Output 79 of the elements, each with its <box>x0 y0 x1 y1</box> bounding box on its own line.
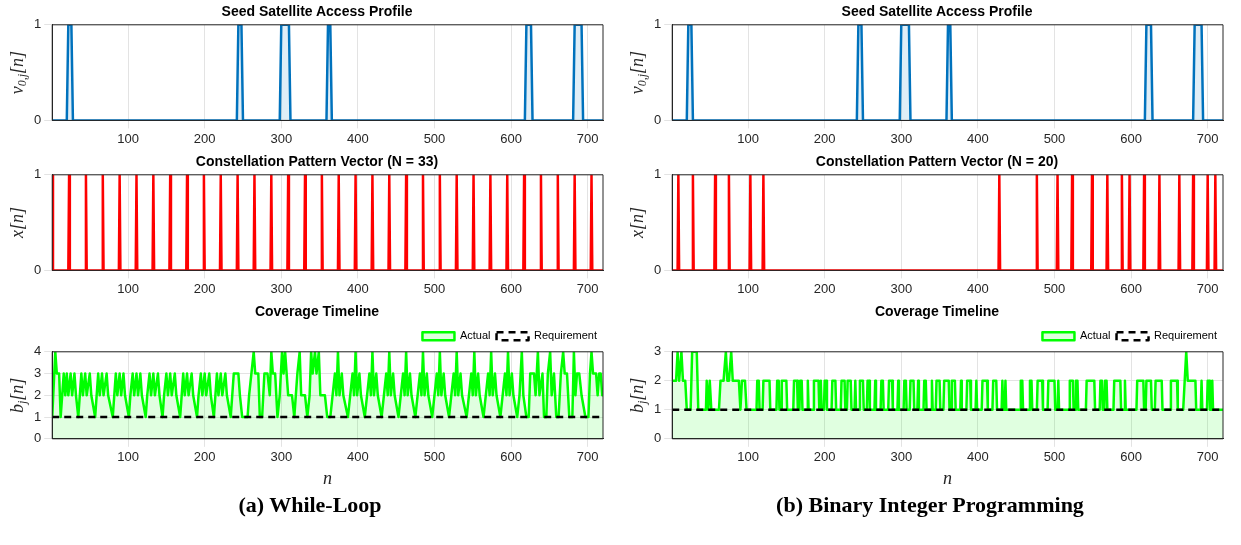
x-tick-label: 100 <box>737 280 759 296</box>
y-tick-label: 1 <box>34 166 42 182</box>
x-tick-label: 400 <box>967 280 989 296</box>
x-tick-label: 400 <box>967 449 989 465</box>
x-tick-label: 700 <box>576 449 599 465</box>
y-axis-title: v0,j[n] <box>6 50 30 95</box>
x-tick-label: 200 <box>193 449 216 465</box>
y-axis-title: x[n] <box>626 207 647 240</box>
x-tick-label: 500 <box>1043 130 1066 146</box>
x-tick-label: 300 <box>270 130 293 146</box>
x-tick-label: 300 <box>890 130 913 146</box>
x-tick-label: 100 <box>117 280 139 296</box>
text: (b) Binary Integer Programming <box>775 492 1085 518</box>
x-tick-label: 700 <box>1196 280 1219 296</box>
x-tick-label: 500 <box>423 130 446 146</box>
y-tick-label: 0 <box>34 430 42 446</box>
x-tick-label: 700 <box>576 280 599 296</box>
y-tick-label: 2 <box>34 386 42 402</box>
text: (a) While-Loop <box>237 492 383 518</box>
x-tick-label: 600 <box>1120 280 1142 296</box>
y-tick-label: 1 <box>34 16 42 32</box>
x-tick-label: 200 <box>813 280 836 296</box>
chart-title: Seed Satellite Access Profile <box>221 3 413 20</box>
x-tick-label: 600 <box>500 130 522 146</box>
x-tick-label: 600 <box>500 449 522 465</box>
legend-label: Requirement <box>534 329 598 342</box>
y-axis-title: bj[n] <box>626 377 650 413</box>
x-tick-label: 200 <box>193 280 216 296</box>
chart-title: Constellation Pattern Vector (N = 33) <box>195 153 439 170</box>
y-tick-label: 0 <box>654 261 662 277</box>
legend-label: Requirement <box>1154 329 1218 342</box>
x-tick-label: 100 <box>117 449 139 465</box>
x-tick-label: 200 <box>193 130 216 146</box>
chart-title: Coverage Timeline <box>874 303 1000 320</box>
y-tick-label: 0 <box>34 111 42 127</box>
y-tick-label: 3 <box>34 365 42 381</box>
x-tick-label: 400 <box>967 130 989 146</box>
y-tick-label: 0 <box>654 111 662 127</box>
x-tick-label: 600 <box>1120 449 1142 465</box>
x-tick-label: 700 <box>576 130 599 146</box>
x-axis-title: n <box>323 467 333 488</box>
legend-label: Actual <box>1079 329 1111 342</box>
x-tick-label: 300 <box>890 280 913 296</box>
chart-title: Coverage Timeline <box>254 303 380 320</box>
x-tick-label: 500 <box>1043 280 1066 296</box>
x-tick-label: 400 <box>347 130 369 146</box>
x-tick-label: 100 <box>737 130 759 146</box>
x-tick-label: 600 <box>500 280 522 296</box>
x-tick-label: 600 <box>1120 130 1142 146</box>
x-tick-label: 500 <box>423 280 446 296</box>
x-tick-label: 300 <box>890 449 913 465</box>
x-tick-label: 200 <box>813 130 836 146</box>
y-axis-title: x[n] <box>6 207 27 240</box>
y-tick-label: 1 <box>654 401 662 417</box>
y-tick-label: 0 <box>34 261 42 277</box>
x-tick-label: 500 <box>423 449 446 465</box>
y-tick-label: 1 <box>654 166 662 182</box>
x-tick-label: 700 <box>1196 130 1219 146</box>
x-tick-label: 700 <box>1196 449 1219 465</box>
y-tick-label: 0 <box>654 430 662 446</box>
y-tick-label: 2 <box>654 372 662 388</box>
legend-label: Actual <box>459 329 491 342</box>
y-tick-label: 3 <box>654 343 662 359</box>
x-tick-label: 100 <box>117 130 139 146</box>
x-tick-label: 100 <box>737 449 759 465</box>
chart-title: Constellation Pattern Vector (N = 20) <box>815 153 1059 170</box>
x-tick-label: 300 <box>270 449 293 465</box>
x-tick-label: 200 <box>813 449 836 465</box>
y-tick-label: 4 <box>34 343 42 359</box>
x-tick-label: 400 <box>347 280 369 296</box>
x-axis-title: n <box>943 467 953 488</box>
y-tick-label: 1 <box>654 16 662 32</box>
x-tick-label: 500 <box>1043 449 1066 465</box>
x-tick-label: 400 <box>347 449 369 465</box>
y-axis-title: v0,j[n] <box>626 50 650 95</box>
y-axis-title: bj[n] <box>6 377 30 413</box>
y-tick-label: 1 <box>34 408 42 424</box>
x-tick-label: 300 <box>270 280 293 296</box>
chart-title: Seed Satellite Access Profile <box>841 3 1033 20</box>
